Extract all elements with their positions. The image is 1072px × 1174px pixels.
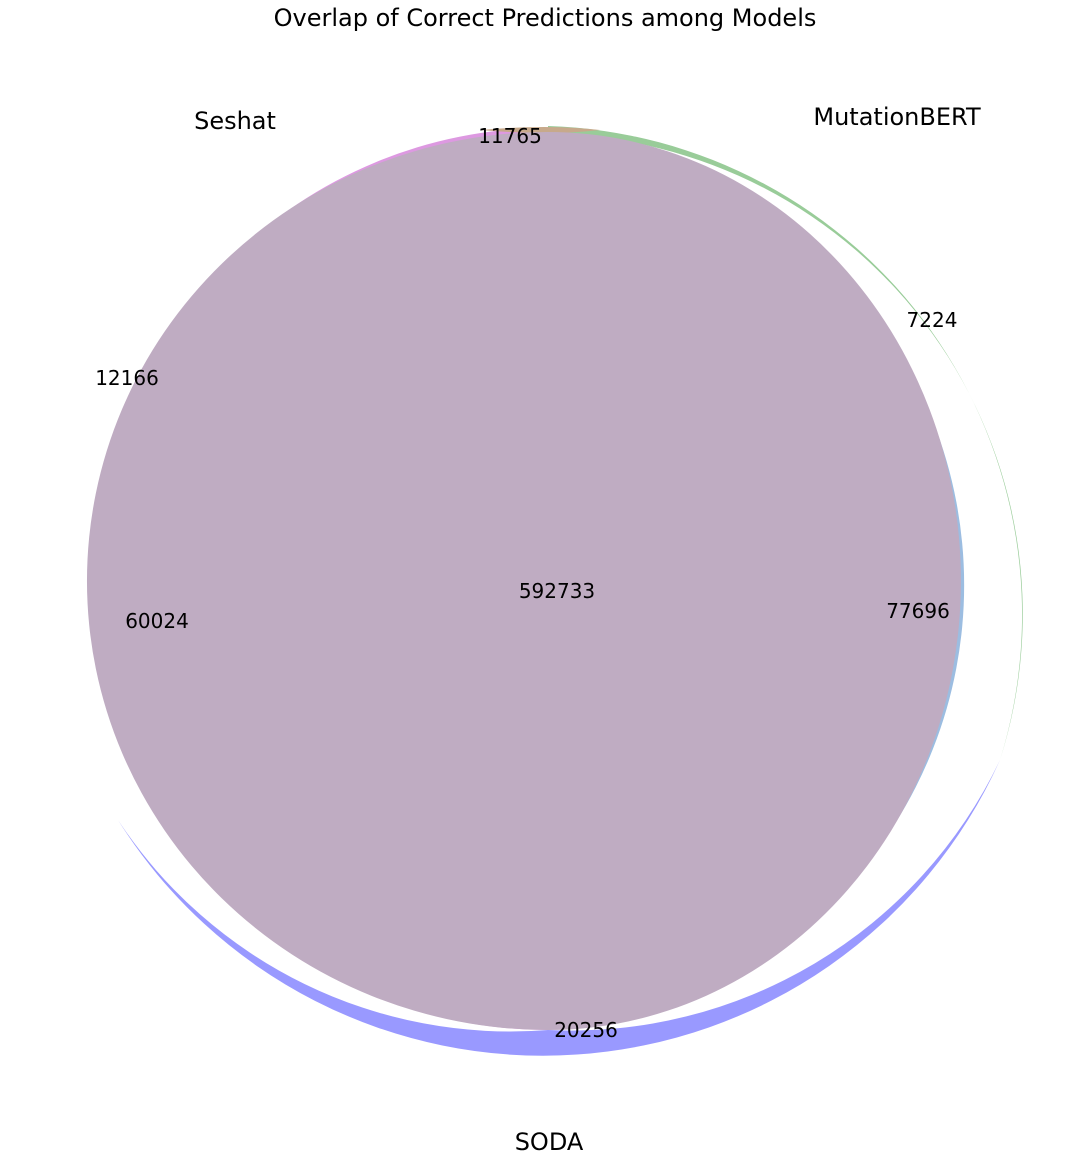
chart-title: Overlap of Correct Predictions among Mod…: [274, 4, 817, 32]
set-label-mutationbert: MutationBERT: [813, 103, 981, 131]
region-value-all-three: 592733: [519, 579, 595, 603]
region-labels: 12166 7224 11765 20256 60024 77696 59273…: [95, 124, 957, 1042]
region-value-seshat-soda: 60024: [125, 609, 189, 633]
region-seshat-mutationbert: [480, 127, 600, 133]
region-value-seshat-only: 12166: [95, 366, 159, 390]
set-labels: Seshat MutationBERT SODA: [194, 103, 981, 1156]
set-label-seshat: Seshat: [194, 107, 276, 135]
region-value-mutationbert-only: 7224: [907, 308, 958, 332]
region-all-three: [86, 132, 961, 1030]
region-value-mutationbert-soda: 77696: [886, 599, 950, 623]
set-label-soda: SODA: [515, 1128, 584, 1156]
region-value-soda-only: 20256: [554, 1018, 618, 1042]
region-value-seshat-mutationbert: 11765: [478, 124, 542, 148]
venn-regions: [51, 80, 1023, 1074]
